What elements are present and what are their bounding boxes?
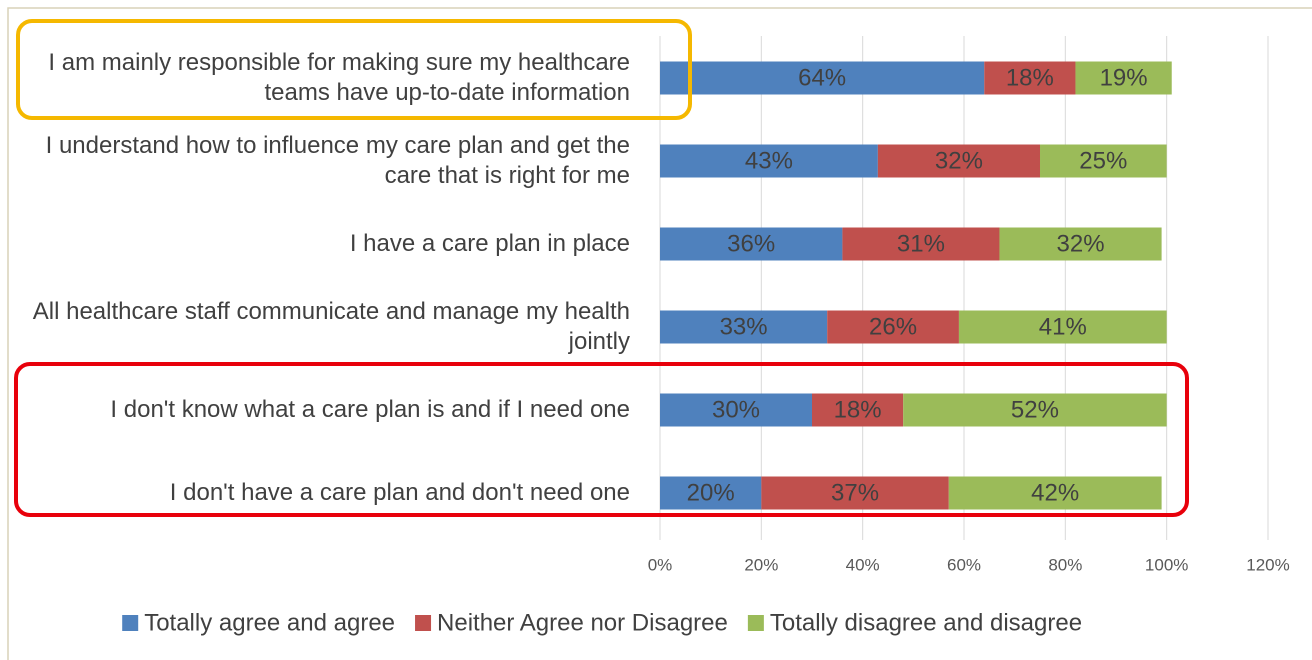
bar-segment [877,144,1040,178]
x-tick-label: 60% [947,555,981,574]
data-label: 36% [727,230,775,257]
data-label: 20% [687,479,735,506]
data-label: 31% [897,230,945,257]
data-label: 37% [831,479,879,506]
category-label: I am mainly responsible for making sure … [48,49,630,106]
bar-segment [1040,144,1167,178]
legend-label: Neither Agree nor Disagree [437,609,728,636]
legend-swatch [415,615,432,631]
legend-label: Totally agree and agree [144,609,395,636]
highlight-box [16,19,692,120]
category-label: I don't know what a care plan is and if … [110,396,630,423]
bar-segment [958,310,1167,344]
highlight-box [14,362,1189,517]
legend-swatch [747,615,764,631]
x-tick-label: 40% [846,555,880,574]
category-label: All healthcare staff communicate and man… [32,298,630,355]
bar-segment [842,227,1000,261]
data-label: 25% [1079,147,1127,174]
bar-segment [660,144,878,178]
x-tick-label: 0% [648,555,673,574]
data-label: 41% [1039,313,1087,340]
bar-segment [660,393,812,427]
legend-swatch [122,615,139,631]
data-label: 18% [834,396,882,423]
data-label: 32% [935,147,983,174]
bar-segment [1075,61,1172,95]
bar-segment [827,310,959,344]
x-tick-label: 20% [744,555,778,574]
bar-segment [999,227,1162,261]
bar-segment [761,476,949,510]
category-label: I have a care plan in place [349,230,630,257]
x-tick-label: 120% [1246,555,1289,574]
data-label: 52% [1011,396,1059,423]
bar-segment [948,476,1162,510]
category-label: I don't have a care plan and don't need … [169,479,630,506]
bar-segment [660,310,828,344]
data-label: 18% [1006,64,1054,91]
frame [7,7,1312,660]
data-label: 43% [745,147,793,174]
bar-segment [660,227,843,261]
legend-label: Totally disagree and disagree [770,609,1082,636]
bar-segment [660,61,985,95]
data-label: 32% [1057,230,1105,257]
data-label: 64% [798,64,846,91]
x-tick-label: 100% [1145,555,1188,574]
data-label: 26% [869,313,917,340]
category-label: I understand how to influence my care pl… [45,132,630,189]
bar-segment [903,393,1167,427]
bar-segment [984,61,1076,95]
bar-segment [812,393,904,427]
data-label: 30% [712,396,760,423]
data-label: 19% [1100,64,1148,91]
bar-segment [660,476,762,510]
x-tick-label: 80% [1048,555,1082,574]
data-label: 33% [720,313,768,340]
data-label: 42% [1031,479,1079,506]
